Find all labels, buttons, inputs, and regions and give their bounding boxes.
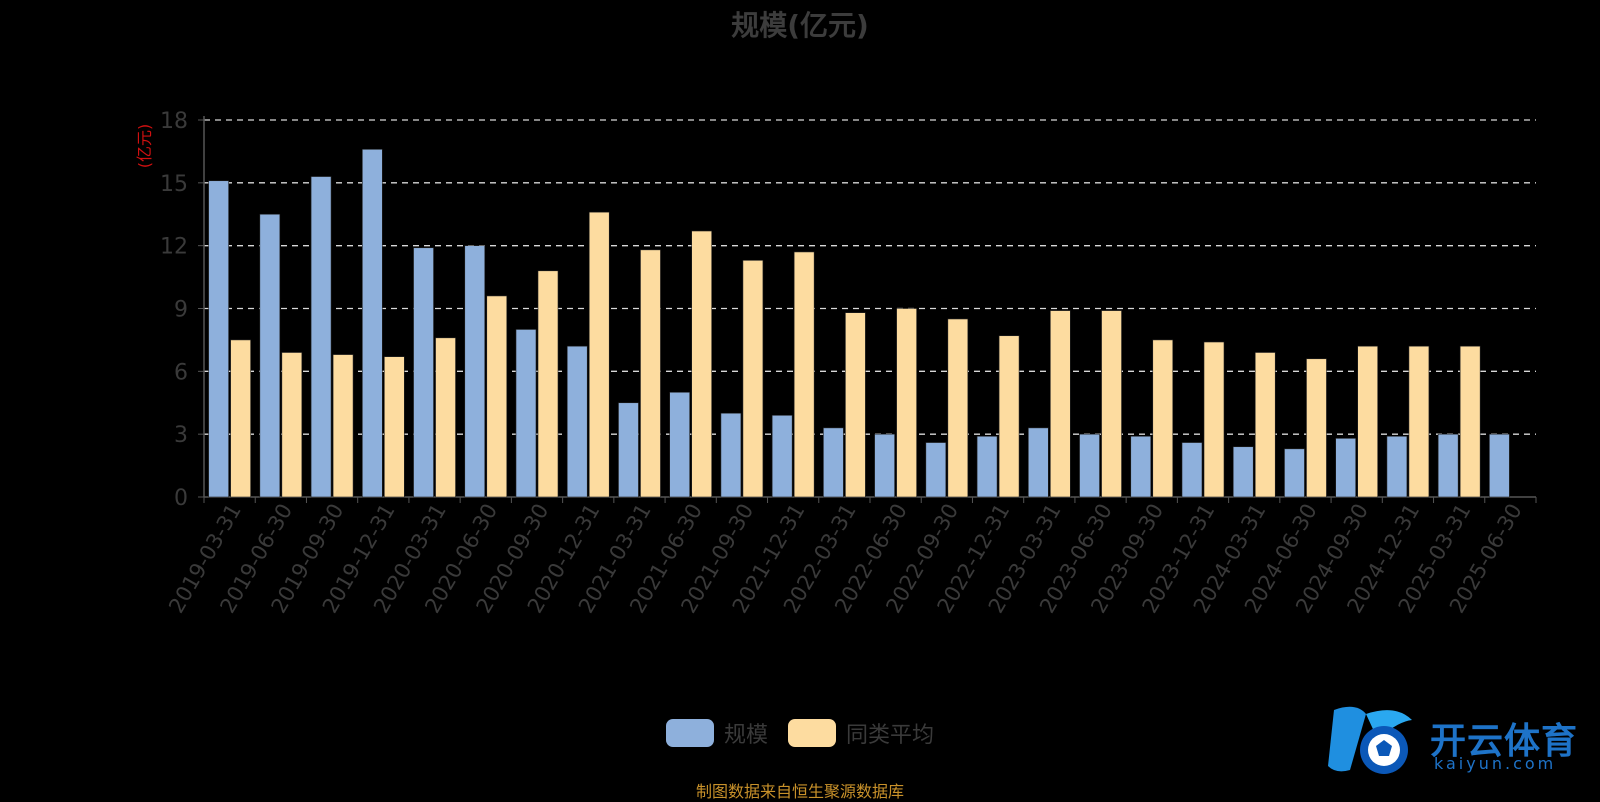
y-tick-label: 6 [174,360,188,385]
bar-scale [362,149,383,498]
bar-peer-average [793,251,815,498]
bar-chart: (亿元)03691215182019-03-312019-06-302019-0… [135,109,1537,617]
bar-scale [1232,446,1254,498]
bar-peer-average [691,230,712,498]
chart-title: 规模(亿元) [731,9,869,42]
bar-scale [771,415,793,498]
bar-peer-average [1101,310,1122,498]
legend-item-scale[interactable]: 规模 [665,717,768,749]
bar-scale [310,176,332,498]
bar-scale [1181,442,1203,498]
bar-peer-average [947,318,969,498]
bar-scale [1130,435,1152,498]
bar-peer-average [845,312,866,498]
bar-peer-average [537,270,559,498]
bar-peer-average [1357,345,1378,498]
legend: 规模 同类平均 [0,717,1600,749]
bar-peer-average [435,337,456,498]
y-tick-label: 9 [174,298,188,323]
legend-swatch-peer-average [788,719,836,747]
source-note: 制图数据来自恒生聚源数据库 [695,782,904,801]
bar-scale [259,213,281,498]
bar-peer-average [486,295,508,498]
bar-peer-average [640,249,661,498]
legend-label-scale: 规模 [723,723,768,748]
bar-scale [1489,433,1510,498]
bar-peer-average [1306,358,1327,498]
logo: 开云体育 kaiyun.com [1316,700,1596,780]
bar-peer-average [281,352,303,498]
bar-peer-average [384,356,405,498]
y-tick-label: 12 [160,235,188,260]
logo-name: 开云体育 [1430,721,1579,762]
bar-scale [515,329,537,498]
bar-peer-average [742,260,764,498]
bar-scale [618,402,639,498]
logo-icon [1328,706,1412,774]
y-tick-label: 0 [174,486,188,511]
bar-scale [464,245,486,498]
y-tick-label: 18 [160,109,188,134]
y-tick-label: 15 [160,172,188,197]
bar-scale [720,412,742,498]
logo-domain: kaiyun.com [1434,754,1557,773]
bar-peer-average [896,308,917,498]
legend-label-peer-average: 同类平均 [846,723,935,748]
bar-scale [1284,448,1305,498]
bar-scale [1386,435,1408,498]
bar-peer-average [1050,310,1071,498]
bar-peer-average [230,339,251,498]
bar-scale [208,180,229,498]
bar-scale [413,247,434,498]
bar-scale [566,345,588,498]
y-tick-label: 3 [174,423,188,448]
bar-peer-average [1203,341,1225,498]
bar-peer-average [1408,345,1430,498]
y-axis-label: (亿元) [135,124,154,169]
bar-scale [1028,427,1049,498]
bar-peer-average [1152,339,1174,498]
bar-peer-average [1254,352,1276,498]
bar-scale [925,442,947,498]
bar-peer-average [588,211,610,498]
bar-scale [1335,438,1356,498]
legend-item-peer-average[interactable]: 同类平均 [788,717,934,749]
bar-scale [1079,433,1100,498]
legend-swatch-scale [665,719,714,747]
bar-peer-average [1459,345,1481,498]
bar-scale [874,433,895,498]
bar-scale [823,427,844,498]
bar-scale [1437,433,1459,498]
bar-scale [669,391,690,498]
bar-peer-average [332,354,354,498]
bar-peer-average [998,335,1020,498]
bar-scale [976,435,998,498]
